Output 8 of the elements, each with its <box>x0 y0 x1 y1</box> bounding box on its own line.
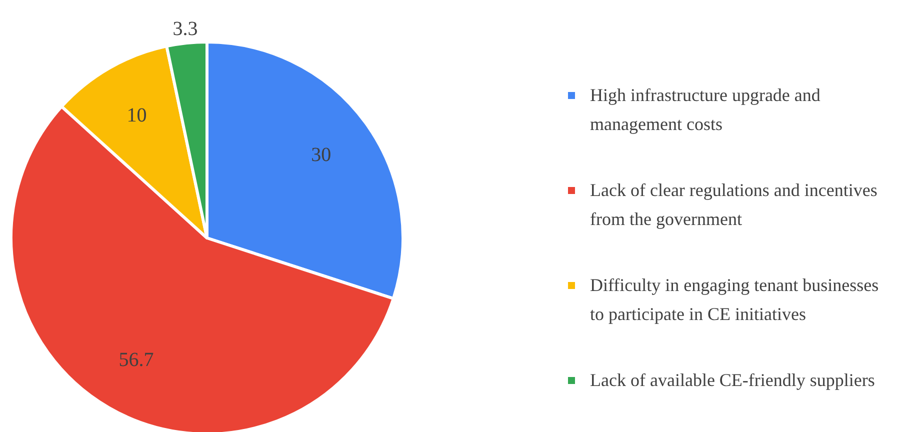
legend-label: High infrastructure upgrade and management costs <box>590 85 820 134</box>
data-label: 3.3 <box>172 18 198 40</box>
data-label: 56.7 <box>118 349 154 372</box>
data-label: 30 <box>311 144 332 166</box>
legend-label: Lack of available CE-friendly suppliers <box>590 370 875 390</box>
data-label: 10 <box>126 104 147 127</box>
legend-label: Difficulty in engaging tenant businesses to participate in CE initiatives <box>590 275 879 324</box>
legend-label: Lack of clear regulations and incentives from the government <box>590 180 878 229</box>
